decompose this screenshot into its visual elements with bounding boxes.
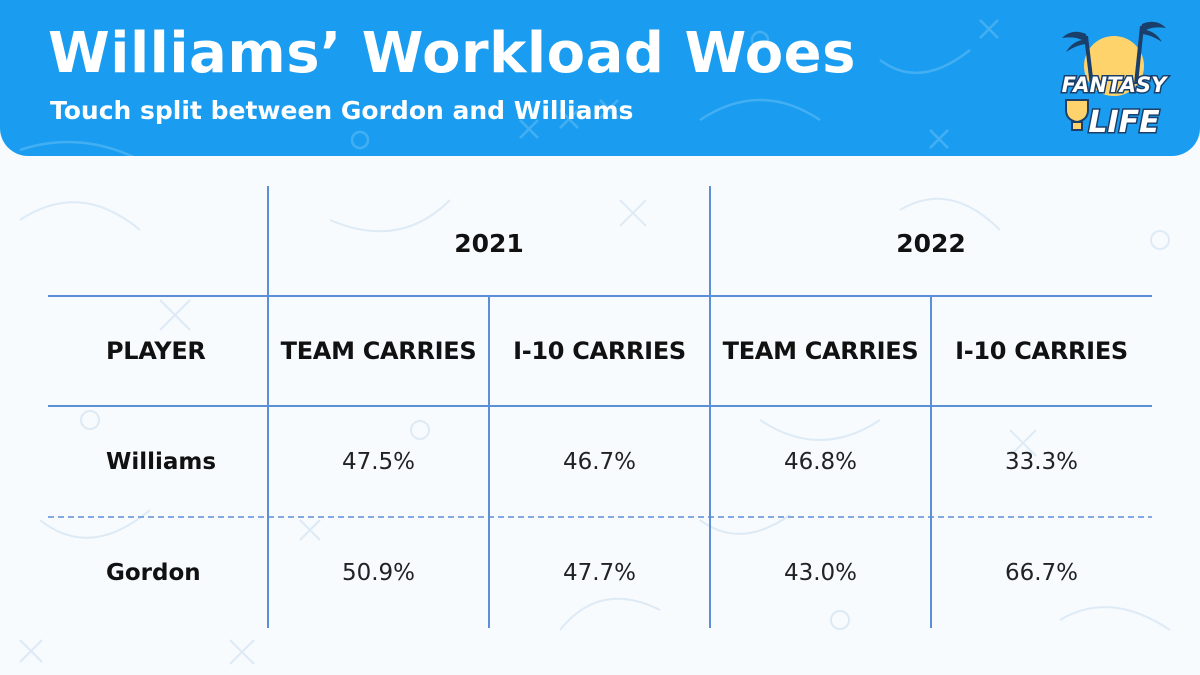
gordon-2022-team-carries: 43.0% xyxy=(783,559,858,586)
header-banner: Williams’ Workload Woes Touch split betw… xyxy=(0,0,1200,156)
column-header-2021-team-carries: TEAM CARRIES xyxy=(280,337,477,365)
williams-2021-i10-carries: 46.7% xyxy=(562,448,637,475)
gordon-2022-i10-carries: 66.7% xyxy=(1004,559,1079,586)
column-header-2022-i10-carries: I-10 CARRIES xyxy=(955,337,1128,365)
year-header-2021: 2021 xyxy=(454,228,524,258)
column-header-2022-team-carries: TEAM CARRIES xyxy=(722,337,919,365)
page-subtitle: Touch split between Gordon and Williams xyxy=(50,96,634,125)
williams-2022-i10-carries: 33.3% xyxy=(1004,448,1079,475)
gordon-2021-team-carries: 50.9% xyxy=(341,559,416,586)
logo-text-fantasy: FANTASY xyxy=(1062,73,1169,97)
fantasy-life-logo-icon: FANTASY LIFE xyxy=(1060,21,1170,142)
player-name-gordon: Gordon xyxy=(106,559,201,586)
gordon-2021-i10-carries: 47.7% xyxy=(562,559,637,586)
player-name-williams: Williams xyxy=(106,448,217,475)
williams-2021-team-carries: 47.5% xyxy=(341,448,416,475)
page-title: Williams’ Workload Woes xyxy=(48,21,856,86)
header-playbook-pattern xyxy=(19,19,999,156)
column-header-player: PLAYER xyxy=(106,337,206,365)
column-header-2021-i10-carries: I-10 CARRIES xyxy=(513,337,686,365)
williams-2022-team-carries: 46.8% xyxy=(783,448,858,475)
year-header-2022: 2022 xyxy=(896,228,966,258)
logo-text-life: LIFE xyxy=(1088,105,1160,140)
